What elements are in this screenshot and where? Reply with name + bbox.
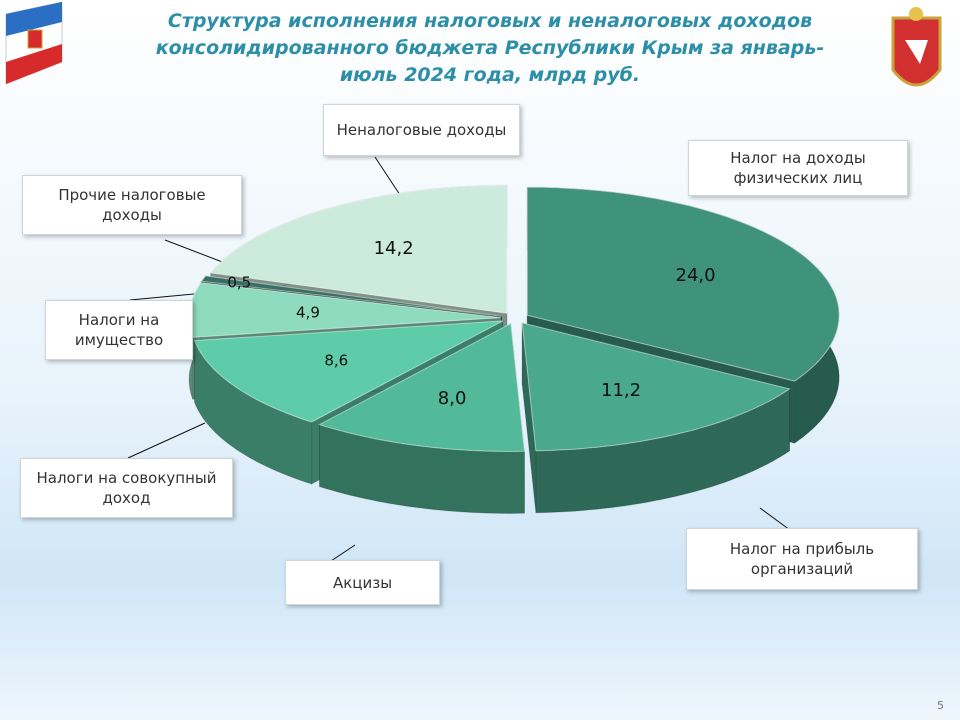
value-labels: 24,0 11,2 8,0 8,6 4,9 0,5 14,2 xyxy=(227,238,715,409)
category-label: Налог на прибыль организаций xyxy=(686,528,918,590)
leader-line xyxy=(374,156,401,196)
category-label: Налоги на имущество xyxy=(45,300,193,360)
category-label: Налог на доходы физических лиц xyxy=(688,140,908,196)
value-label: 0,5 xyxy=(227,274,251,292)
slice xyxy=(209,184,508,314)
value-label: 24,0 xyxy=(676,265,716,286)
value-label: 4,9 xyxy=(296,303,320,321)
slice xyxy=(318,322,526,453)
leader-line xyxy=(759,507,791,531)
slice xyxy=(200,275,502,317)
slice-tops xyxy=(188,184,840,453)
flag xyxy=(5,1,63,85)
value-label: 8,0 xyxy=(438,388,467,409)
value-label: 11,2 xyxy=(601,380,641,401)
value-label: 14,2 xyxy=(374,238,414,259)
page-number: 5 xyxy=(937,699,944,712)
category-label: Акцизы xyxy=(285,560,440,605)
emblem xyxy=(891,7,942,87)
slice xyxy=(526,186,840,382)
leader-lines xyxy=(127,156,791,566)
leader-line xyxy=(127,422,206,459)
category-label: Прочие налоговые доходы xyxy=(22,175,242,235)
category-label: Неналоговые доходы xyxy=(323,104,520,156)
slice xyxy=(193,320,504,423)
category-label: Налоги на совокупный доход xyxy=(20,458,233,518)
value-label: 8,6 xyxy=(324,352,348,370)
chart-title: Структура исполнения налоговых и неналог… xyxy=(155,10,825,86)
slice xyxy=(521,322,791,452)
